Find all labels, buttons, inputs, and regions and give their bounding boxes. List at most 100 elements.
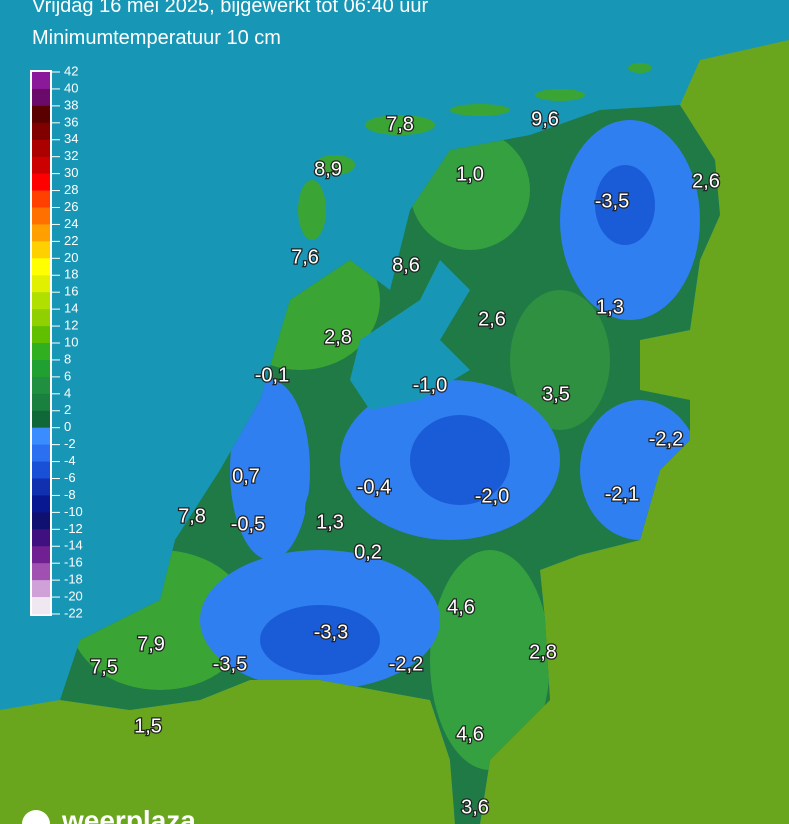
station-value: -3,5 [213, 653, 247, 675]
legend-label: 32 [64, 148, 78, 163]
station-value: 4,6 [447, 596, 475, 618]
legend-swatch [32, 597, 50, 615]
legend-label: 34 [64, 131, 78, 146]
legend-label: 12 [64, 318, 78, 333]
station-value: 9,6 [531, 108, 559, 130]
legend-label: 38 [64, 97, 78, 112]
ijsselmeer [350, 260, 470, 410]
station-value: 1,5 [134, 715, 162, 737]
legend-label: 36 [64, 114, 78, 129]
station-value: -1,0 [413, 374, 447, 396]
legend-swatch [32, 393, 50, 412]
station-value: 2,8 [324, 326, 352, 348]
legend-label: 18 [64, 267, 78, 282]
station-value: 7,6 [291, 246, 319, 268]
station-value: 4,6 [456, 723, 484, 745]
legend: 424038363432302826242220181614121086420-… [30, 63, 83, 620]
legend-swatch [32, 359, 50, 378]
field-warm [510, 290, 610, 430]
legend-swatch [32, 427, 50, 446]
legend-swatch [32, 292, 50, 310]
legend-swatch [32, 461, 50, 479]
legend-label: -8 [64, 487, 76, 502]
neighbouring-land [0, 40, 789, 824]
station-value: -3,5 [595, 190, 629, 212]
legend-label: 22 [64, 233, 78, 248]
legend-label: -22 [64, 605, 83, 620]
station-value: -0,1 [255, 364, 289, 386]
subtitle: Minimumtemperatuur 10 cm [32, 27, 281, 49]
legend-swatch [32, 410, 50, 429]
title: Vrijdag 16 mei 2025, bijgewerkt tot 06:4… [32, 0, 429, 17]
legend-label: 28 [64, 182, 78, 197]
legend-swatch [32, 224, 50, 242]
legend-label: -14 [64, 538, 83, 553]
legend-swatch [32, 478, 50, 496]
legend-label: 6 [64, 368, 71, 383]
legend-label: 26 [64, 199, 78, 214]
station-value: 7,8 [386, 113, 414, 135]
legend-swatch [32, 495, 50, 513]
island [628, 63, 652, 73]
station-value: 3,6 [461, 796, 489, 818]
legend-swatch [32, 139, 50, 158]
island [298, 180, 326, 240]
station-value: 2,6 [692, 170, 720, 192]
legend-label: 20 [64, 250, 78, 265]
station-value: 1,3 [316, 511, 344, 533]
legend-swatch [32, 512, 50, 530]
legend-label: 16 [64, 284, 78, 299]
station-value: 3,5 [542, 383, 570, 405]
station-value: 7,5 [90, 656, 118, 678]
island [535, 89, 585, 101]
legend-swatch [32, 105, 50, 124]
legend-swatch [32, 326, 50, 344]
legend-swatch [32, 156, 50, 175]
legend-swatch [32, 173, 50, 192]
legend-label: 4 [64, 385, 71, 400]
legend-label: -2 [64, 436, 76, 451]
station-value: 2,8 [529, 641, 557, 663]
station-value: -0,4 [357, 476, 391, 498]
legend-swatch [32, 258, 50, 276]
islands [298, 63, 652, 240]
legend-label: 2 [64, 402, 71, 417]
legend-swatch [32, 190, 50, 208]
station-value: 1,0 [456, 163, 484, 185]
island [365, 115, 435, 135]
station-value: -0,5 [231, 513, 265, 535]
legend-swatch [32, 309, 50, 327]
station-value: 7,8 [178, 505, 206, 527]
station-value: -2,2 [649, 428, 683, 450]
logo-icon [22, 810, 50, 824]
station-value: -2,1 [605, 483, 639, 505]
legend-swatch [32, 444, 50, 463]
legend-label: 30 [64, 165, 78, 180]
field-cold [410, 415, 510, 505]
legend-label: 14 [64, 301, 78, 316]
legend-label: 40 [64, 80, 78, 95]
station-value: -3,3 [314, 621, 348, 643]
legend-swatch [32, 376, 50, 395]
legend-swatch [32, 275, 50, 293]
legend-swatch [32, 122, 50, 141]
station-value: 8,6 [392, 254, 420, 276]
legend-label: 10 [64, 334, 78, 349]
station-value: -2,0 [475, 485, 509, 507]
legend-swatch [32, 88, 50, 107]
field-cold [260, 605, 380, 675]
legend-label: 8 [64, 351, 71, 366]
legend-label: 24 [64, 216, 78, 231]
legend-swatch [32, 72, 50, 90]
legend-swatch [32, 343, 50, 361]
legend-label: -4 [64, 453, 76, 468]
station-value: -2,2 [389, 653, 423, 675]
station-value: 1,3 [596, 296, 624, 318]
field-cold [595, 165, 655, 245]
island [315, 155, 355, 175]
legend-swatch [32, 580, 50, 598]
legend-swatch [32, 563, 50, 581]
field-warm [430, 550, 550, 770]
